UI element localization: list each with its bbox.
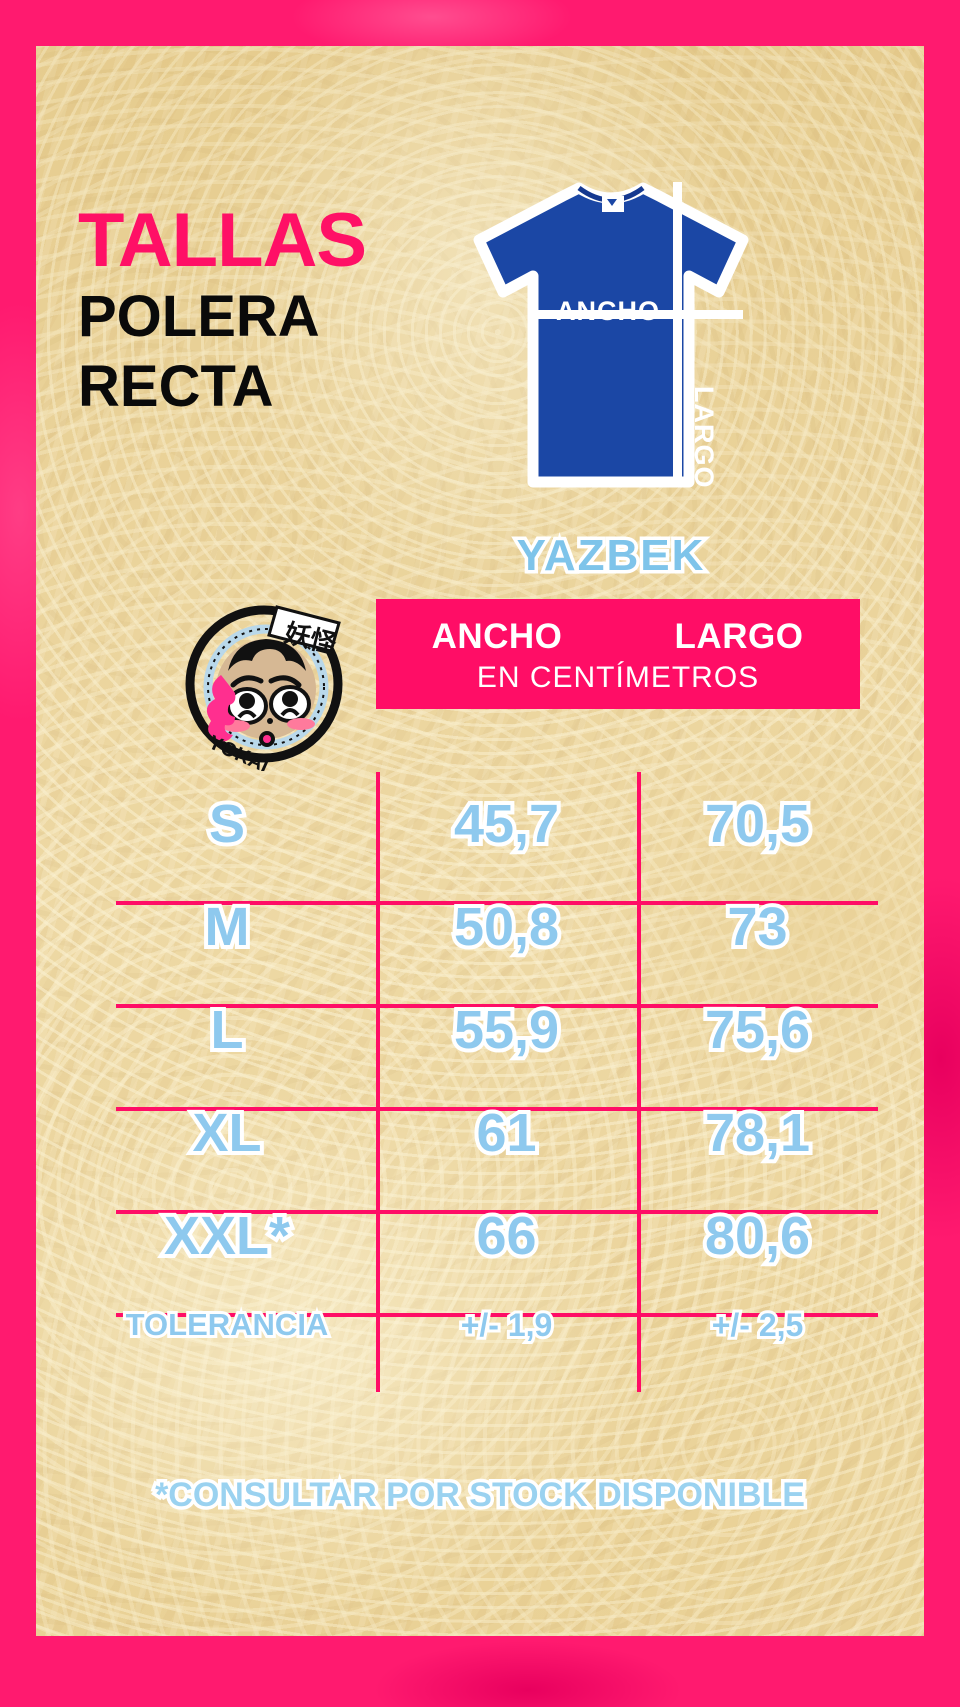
table-row: S 45,7 70,5 <box>78 772 878 875</box>
table-header-band: ANCHO LARGO EN CENTÍMETROS <box>376 599 860 709</box>
cell-ancho: 61 <box>472 1099 540 1167</box>
size-table-header: ANCHO LARGO EN CENTÍMETROS <box>376 599 860 709</box>
cell-tolerance-ancho: +/- 1,9 <box>458 1304 556 1346</box>
page-title: TALLAS <box>78 198 367 283</box>
tshirt-diagram: ANCHO LARGO <box>451 164 771 509</box>
poster-panel: TALLAS POLERA RECTA <box>36 46 924 1636</box>
width-guide-line <box>529 310 743 319</box>
footer-note: *CONSULTAR POR STOCK DISPONIBLE <box>152 1473 809 1518</box>
tshirt-tag-logo <box>607 199 617 206</box>
cell-size: XXL* <box>160 1202 294 1270</box>
table-row: XXL* 66 80,6 <box>78 1184 878 1287</box>
logo-pupil-left <box>239 693 255 709</box>
logo-pupil-right <box>282 691 298 707</box>
logo-smoke <box>206 675 236 742</box>
cell-size: M <box>201 893 254 961</box>
size-table-body: S 45,7 70,5 M 50,8 73 L 55,9 75,6 XL 61 <box>78 772 878 1363</box>
cell-largo: 73 <box>723 893 791 961</box>
logo-eye-shine-right <box>280 708 300 717</box>
cell-ancho: 50,8 <box>450 893 563 961</box>
brand-label: YAZBEK <box>513 528 707 584</box>
heading-block: TALLAS POLERA RECTA <box>78 198 458 419</box>
table-row: XL 61 78,1 <box>78 1081 878 1184</box>
cell-ancho: 45,7 <box>450 790 563 858</box>
cell-tolerance-label: TOLERANCIA <box>123 1304 332 1345</box>
background-texture-overlay <box>36 46 924 1636</box>
cell-size: XL <box>188 1099 265 1167</box>
page-subtitle-line2: RECTA <box>78 353 274 419</box>
yokai-logo: 妖怪 YOKAI <box>173 589 355 771</box>
cell-largo: 78,1 <box>701 1099 814 1167</box>
cell-largo: 75,6 <box>701 996 814 1064</box>
cell-ancho: 66 <box>472 1202 540 1270</box>
table-units-note: EN CENTÍMETROS <box>476 661 760 694</box>
cell-largo: 80,6 <box>701 1202 814 1270</box>
logo-outer-ring <box>185 605 343 763</box>
logo-hair <box>228 639 306 671</box>
logo-eye-shine-left <box>237 710 257 719</box>
logo-eyebrow-left <box>230 675 264 688</box>
cell-size: L <box>207 996 248 1064</box>
cell-size: S <box>205 790 249 858</box>
logo-eyebrow-right <box>268 675 302 688</box>
page-subtitle-line1: POLERA <box>78 284 320 350</box>
cell-tolerance-largo: +/- 2,5 <box>709 1304 807 1346</box>
logo-nose <box>267 718 273 724</box>
cell-ancho: 55,9 <box>450 996 563 1064</box>
logo-cheek-right <box>287 718 315 730</box>
table-row: L 55,9 75,6 <box>78 978 878 1081</box>
table-row: M 50,8 73 <box>78 875 878 978</box>
column-header-largo: LARGO <box>674 617 804 656</box>
logo-mouth-inner <box>263 735 271 743</box>
length-guide-line <box>673 182 682 482</box>
tshirt-width-label: ANCHO <box>556 296 660 326</box>
column-header-ancho: ANCHO <box>431 617 563 656</box>
cell-largo: 70,5 <box>701 790 814 858</box>
tshirt-length-label: LARGO <box>689 386 719 489</box>
table-row-tolerance: TOLERANCIA +/- 1,9 +/- 2,5 <box>78 1287 878 1363</box>
